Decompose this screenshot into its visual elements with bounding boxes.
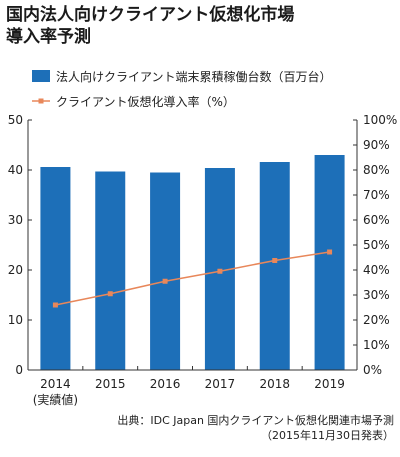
- bar-2019: [314, 155, 345, 370]
- y-right-tick-label-6: 60%: [363, 213, 390, 227]
- bar-2018: [259, 162, 290, 370]
- y-left-tick-label-0: 0: [15, 363, 23, 377]
- x-tick-label-2014: 2014: [40, 377, 71, 391]
- x-sublabel-2014: (実績値): [33, 392, 78, 407]
- line-series-path: [55, 251, 330, 306]
- line-point-2014: [52, 302, 58, 308]
- source-note: 出典：IDC Japan 国内クライアント仮想化関連市場予測 （2015年11月…: [117, 413, 394, 443]
- source-line-1: 出典：IDC Japan 国内クライアント仮想化関連市場予測: [117, 414, 394, 427]
- legend-line-marker: [38, 98, 44, 104]
- x-tick-label-2019: 2019: [314, 377, 345, 391]
- y-right-tick-label-3: 30%: [363, 288, 390, 302]
- y-right-tick-label-10: 100%: [363, 113, 397, 127]
- legend-bar-label: 法人向けクライアント端末累積稼働台数（百万台）: [56, 69, 332, 84]
- legend-bar-swatch: [32, 70, 50, 82]
- x-tick-label-2017: 2017: [205, 377, 236, 391]
- y-left-tick-label-40: 40: [8, 163, 23, 177]
- line-point-2017: [217, 268, 223, 274]
- y-left-tick-label-50: 50: [8, 113, 23, 127]
- line-point-2019: [327, 249, 333, 255]
- x-tick-label-2016: 2016: [150, 377, 181, 391]
- y-right-tick-label-5: 50%: [363, 238, 390, 252]
- chart-title-line-1: 国内法人向けクライアント仮想化市場: [6, 5, 295, 25]
- y-left-tick-label-20: 20: [8, 263, 23, 277]
- bars-group: [40, 155, 345, 370]
- line-point-2016: [162, 278, 168, 284]
- y-right-tick-label-0: 0%: [363, 363, 382, 377]
- line-group: [52, 249, 333, 308]
- line-point-2015: [107, 291, 113, 297]
- source-line-2: （2015年11月30日発表）: [261, 429, 394, 442]
- labels-group: 0 10 20 30 40 50 0% 10% 20% 30% 40% 50% 60% 70% 80% 90%…: [8, 113, 398, 407]
- legend: 法人向けクライアント端末累積稼働台数（百万台） クライアント仮想化導入率（%）: [32, 69, 332, 109]
- y-left-tick-label-30: 30: [8, 213, 23, 227]
- legend-line-label: クライアント仮想化導入率（%）: [56, 94, 235, 109]
- line-point-2018: [272, 258, 278, 263]
- y-right-tick-label-1: 10%: [363, 338, 390, 352]
- y-right-tick-label-7: 70%: [363, 188, 390, 202]
- x-tick-label-2018: 2018: [259, 377, 290, 391]
- y-right-tick-label-2: 20%: [363, 313, 390, 327]
- y-right-tick-label-4: 40%: [363, 263, 390, 277]
- chart-title-line-2: 導入率予測: [6, 27, 91, 47]
- x-tick-label-2015: 2015: [95, 377, 126, 391]
- bar-2016: [150, 172, 181, 370]
- bar-2015: [95, 171, 126, 370]
- bar-2014: [40, 167, 71, 370]
- axes-group: [27, 119, 358, 371]
- y-right-tick-label-8: 80%: [363, 163, 390, 177]
- chart-title: 国内法人向けクライアント仮想化市場 導入率予測: [6, 4, 396, 48]
- y-right-tick-label-9: 90%: [363, 138, 390, 152]
- y-left-tick-label-10: 10: [8, 313, 23, 327]
